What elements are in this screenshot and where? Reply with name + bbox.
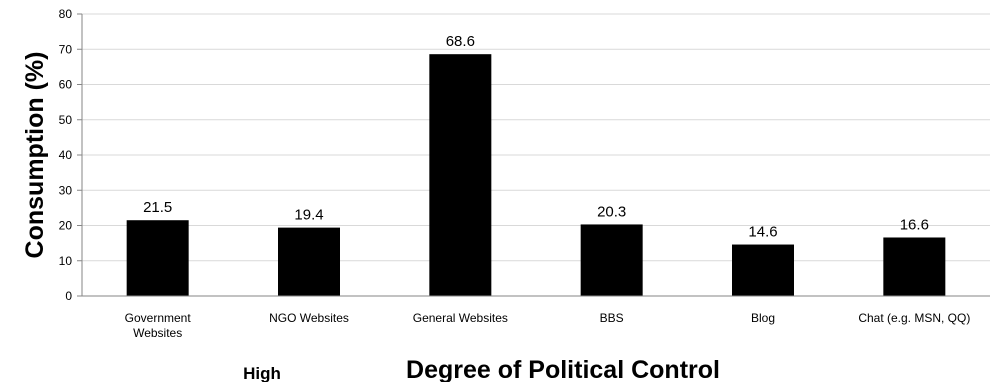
bar bbox=[278, 227, 340, 296]
x-tick-label-line: General Websites bbox=[413, 311, 508, 325]
data-label: 19.4 bbox=[294, 207, 323, 224]
bar bbox=[732, 244, 794, 296]
data-labels: 21.5 19.4 68.6 20.3 14.6 16.6 bbox=[143, 33, 929, 240]
x-tick-label: BBS bbox=[600, 311, 624, 325]
x-tick-label: Blog bbox=[751, 311, 775, 325]
data-label: 14.6 bbox=[748, 224, 777, 241]
data-label: 16.6 bbox=[900, 216, 929, 233]
x-tick-label-line: Chat (e.g. MSN, QQ) bbox=[858, 311, 970, 325]
y-tick-label: 60 bbox=[59, 78, 73, 92]
x-tick-label-line: Blog bbox=[751, 311, 775, 325]
y-axis-label: Consumption (%) bbox=[21, 52, 49, 259]
x-tick-label: Chat (e.g. MSN, QQ) bbox=[858, 311, 970, 325]
data-label: 21.5 bbox=[143, 199, 172, 216]
y-tick-label: 80 bbox=[59, 7, 73, 21]
x-tick-label-line: NGO Websites bbox=[269, 311, 349, 325]
x-tick-label: NGO Websites bbox=[269, 311, 349, 325]
y-tick-label: 0 bbox=[65, 289, 72, 303]
x-tick-label: Government Websites bbox=[125, 311, 192, 340]
y-tick-label: 50 bbox=[59, 113, 73, 127]
data-label: 68.6 bbox=[446, 33, 475, 50]
bars bbox=[126, 54, 946, 297]
x-axis-annotation-high: High bbox=[243, 364, 281, 382]
bar bbox=[429, 54, 492, 297]
data-label: 20.3 bbox=[597, 203, 626, 220]
y-tick-label: 70 bbox=[59, 42, 73, 56]
axes: 0 10 20 30 40 50 60 70 80 Government Websites NGO W… bbox=[59, 7, 990, 340]
x-tick-label: General Websites bbox=[413, 311, 508, 325]
x-axis-title: Degree of Political Control bbox=[406, 356, 720, 382]
y-tick-label: 40 bbox=[59, 148, 73, 162]
y-tick-label: 20 bbox=[59, 219, 73, 233]
x-tick-label-line: BBS bbox=[600, 311, 624, 325]
y-tick-label: 10 bbox=[59, 254, 73, 268]
y-tick-label: 30 bbox=[59, 183, 73, 197]
gridlines bbox=[82, 13, 990, 262]
bar bbox=[883, 237, 946, 296]
x-tick-label-line: Government bbox=[125, 311, 192, 325]
x-tick-label-line: Websites bbox=[133, 326, 182, 340]
bar bbox=[126, 220, 189, 296]
bar bbox=[580, 224, 643, 296]
